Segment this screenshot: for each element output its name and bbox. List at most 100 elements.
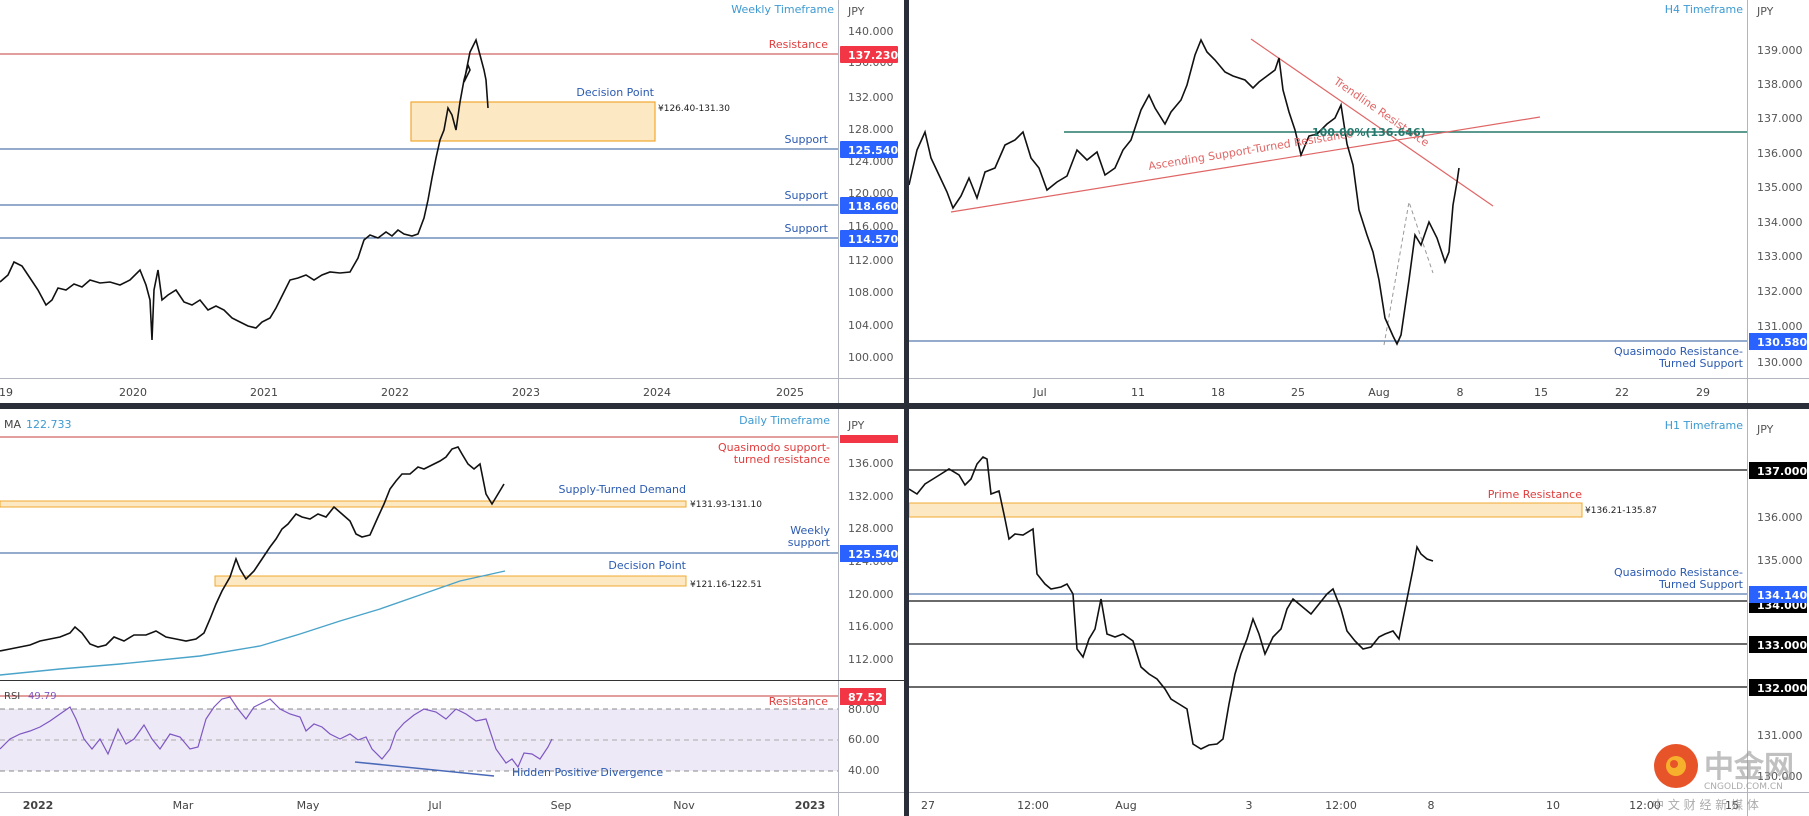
svg-text:Resistance: Resistance [769,38,829,51]
svg-text:Aug: Aug [1115,799,1136,812]
svg-text:22: 22 [1615,386,1629,399]
svg-text:¥131.93-131.10: ¥131.93-131.10 [690,500,762,510]
svg-text:¥126.40-131.30: ¥126.40-131.30 [658,104,730,114]
svg-text:Nov: Nov [673,799,695,812]
svg-text:Aug: Aug [1368,386,1389,399]
svg-text:Jul: Jul [1032,386,1046,399]
svg-text:128.000: 128.000 [848,522,894,535]
svg-text:122.733: 122.733 [26,418,72,431]
h1-chart-svg: H1 Timeframe Prime Resistance ¥136.21-13… [909,409,1809,816]
svg-text:108.000: 108.000 [848,286,894,299]
svg-text:100.00%(136.646): 100.00%(136.646) [1312,126,1426,139]
weekly-chart-panel[interactable]: Weekly Timeframe Resistance Decision Poi… [0,0,904,403]
h1-chart-panel[interactable]: H1 Timeframe Prime Resistance ¥136.21-13… [909,409,1809,816]
daily-chart-svg: Daily Timeframe MA 122.733 Quasimodo sup… [0,409,904,816]
svg-text:JPY: JPY [847,5,865,18]
svg-text:19: 19 [0,386,13,399]
svg-text:125.540: 125.540 [848,548,898,561]
svg-text:2025: 2025 [776,386,804,399]
svg-text:¥136.21-135.87: ¥136.21-135.87 [1585,506,1657,516]
svg-text:3: 3 [1246,799,1253,812]
svg-text:15: 15 [1725,799,1739,812]
svg-text:87.52: 87.52 [848,691,883,704]
svg-text:49.79: 49.79 [28,691,57,702]
svg-text:40.00: 40.00 [848,764,880,777]
svg-text:136.000: 136.000 [848,457,894,470]
svg-text:131.000: 131.000 [1757,729,1803,742]
svg-text:130.000: 130.000 [1757,770,1803,783]
svg-text:H4 Timeframe: H4 Timeframe [1665,3,1744,16]
svg-text:Turned Support: Turned Support [1658,357,1744,370]
svg-text:135.000: 135.000 [1757,554,1803,567]
svg-text:29: 29 [1696,386,1710,399]
svg-text:135.000: 135.000 [1757,181,1803,194]
svg-text:JPY: JPY [1756,5,1774,18]
x-axis-ticks: 19 2020 2021 2022 2023 2024 2025 [0,386,804,399]
svg-text:11: 11 [1131,386,1145,399]
svg-text:27: 27 [921,799,935,812]
svg-text:140.000: 140.000 [848,25,894,38]
svg-text:2024: 2024 [643,386,671,399]
svg-text:133.000: 133.000 [1757,639,1807,652]
svg-text:100.000: 100.000 [848,351,894,364]
svg-text:112.000: 112.000 [848,653,894,666]
h4-chart-svg: H4 Timeframe Ascending Support-Turned Re… [909,0,1809,403]
svg-text:MA: MA [4,418,21,431]
h4-chart-panel[interactable]: H4 Timeframe Ascending Support-Turned Re… [909,0,1809,403]
svg-text:132.000: 132.000 [848,490,894,503]
svg-text:137.230: 137.230 [848,49,898,62]
svg-text:10: 10 [1546,799,1560,812]
watermark-brand: 中金网 [1704,750,1794,785]
svg-text:2023: 2023 [512,386,540,399]
svg-text:112.000: 112.000 [848,254,894,267]
svg-text:137.000: 137.000 [1757,112,1803,125]
svg-text:2021: 2021 [250,386,278,399]
svg-text:Support: Support [785,133,829,146]
svg-text:134.140: 134.140 [1757,589,1807,602]
watermark: 中金网 CNGOLD.COM.CN 中 文 财 经 新 媒 体 [1652,742,1809,816]
svg-text:support: support [788,536,831,549]
svg-text:120.000: 120.000 [848,588,894,601]
svg-text:Prime Resistance: Prime Resistance [1488,488,1583,501]
watermark-tagline: 中 文 财 经 新 媒 体 [1652,798,1759,812]
svg-text:¥121.16-122.51: ¥121.16-122.51 [690,580,762,590]
svg-text:134.000: 134.000 [1757,216,1803,229]
svg-text:18: 18 [1211,386,1225,399]
svg-text:Decision Point: Decision Point [576,86,654,99]
svg-text:JPY: JPY [1756,423,1774,436]
svg-text:Daily Timeframe: Daily Timeframe [739,414,830,427]
svg-text:114.570: 114.570 [848,233,898,246]
svg-text:133.000: 133.000 [1757,250,1803,263]
svg-text:2020: 2020 [119,386,147,399]
svg-text:Weekly: Weekly [790,524,830,537]
svg-text:Decision Point: Decision Point [608,559,686,572]
decision-point-zone [410,101,656,142]
svg-text:132.000: 132.000 [1757,285,1803,298]
svg-text:124.000: 124.000 [848,155,894,168]
svg-text:132.000: 132.000 [1757,682,1807,695]
svg-text:138.000: 138.000 [1757,78,1803,91]
svg-text:Quasimodo Resistance-: Quasimodo Resistance- [1614,345,1743,358]
daily-chart-panel[interactable]: Daily Timeframe MA 122.733 Quasimodo sup… [0,409,904,816]
svg-text:2022: 2022 [23,799,54,812]
svg-text:12:00: 12:00 [1017,799,1049,812]
svg-text:Turned Support: Turned Support [1658,578,1744,591]
svg-text:136.000: 136.000 [1757,511,1803,524]
svg-text:Supply-Turned Demand: Supply-Turned Demand [559,483,686,496]
svg-text:JPY: JPY [847,419,865,432]
svg-text:104.000: 104.000 [848,319,894,332]
panel-divider-horizontal[interactable] [0,403,1809,409]
svg-text:Jul: Jul [427,799,441,812]
y-axis-ticks: 140.000 136.000 132.000 128.000 124.000 … [848,25,894,364]
svg-text:Hidden Positive Divergence: Hidden Positive Divergence [512,766,663,779]
svg-text:25: 25 [1291,386,1305,399]
svg-text:137.000: 137.000 [1757,465,1807,478]
svg-text:Support: Support [785,222,829,235]
svg-text:139.000: 139.000 [1757,44,1803,57]
svg-text:8: 8 [1428,799,1435,812]
svg-text:Support: Support [785,189,829,202]
watermark-domain: CNGOLD.COM.CN [1704,782,1783,792]
panel-title: Weekly Timeframe [731,3,834,16]
svg-text:Quasimodo support-: Quasimodo support- [718,441,830,454]
weekly-chart-svg: Weekly Timeframe Resistance Decision Poi… [0,0,904,403]
